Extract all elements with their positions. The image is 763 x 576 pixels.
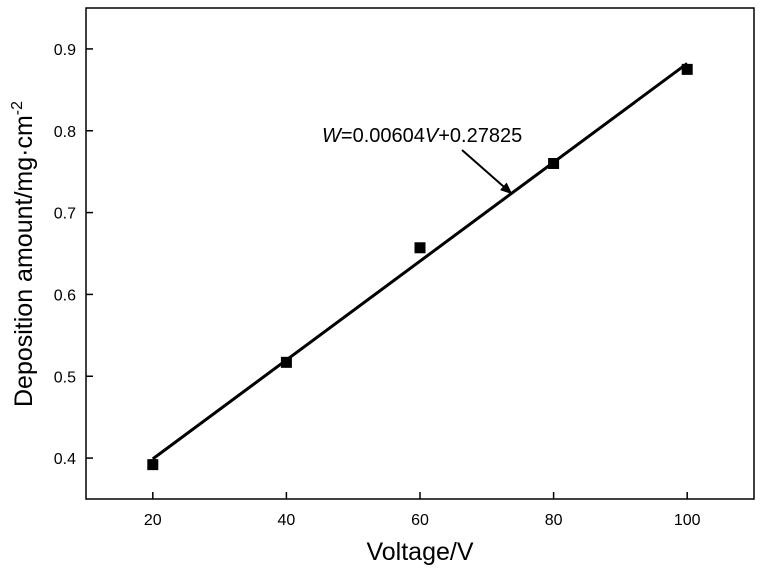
- plot-frame: [85, 7, 755, 500]
- x-tick-label: 20: [144, 512, 162, 529]
- equation-label: W=0.00604V+0.27825: [322, 125, 522, 147]
- equation-part: W: [322, 125, 343, 147]
- data-points: [147, 63, 693, 471]
- y-axis-ticks: 0.4 0.5 0.6 0.7 0.8 0.9: [54, 42, 93, 468]
- x-tick-label: 60: [411, 512, 429, 529]
- x-axis-title: Voltage/V: [366, 538, 473, 566]
- y-tick-label: 0.5: [54, 369, 76, 386]
- y-tick-label: 0.7: [54, 206, 76, 223]
- fit-line: [151, 62, 689, 461]
- x-axis-ticks: 20 40 60 80 100: [144, 492, 701, 529]
- data-point: [414, 242, 426, 254]
- data-point: [280, 356, 292, 368]
- fit-line-group: [151, 62, 689, 461]
- x-tick-label: 40: [278, 512, 296, 529]
- equation-part: +0.27825: [438, 125, 522, 147]
- equation-part: V: [425, 125, 440, 147]
- data-point: [681, 63, 693, 75]
- y-axis-title-main: Deposition amount/mg·cm: [10, 115, 38, 407]
- data-point: [548, 157, 560, 169]
- y-tick-label: 0.9: [54, 42, 76, 59]
- y-tick-label: 0.8: [54, 124, 76, 141]
- y-tick-label: 0.6: [54, 287, 76, 304]
- equation-part: =0.00604: [341, 125, 425, 147]
- data-point: [147, 459, 159, 471]
- y-axis-title: Deposition amount/mg·cm-2: [9, 101, 38, 407]
- y-axis-title-superscript: -2: [9, 101, 26, 115]
- annotation-group: W=0.00604V+0.27825: [322, 125, 522, 195]
- x-tick-label: 80: [545, 512, 563, 529]
- x-tick-label: 100: [674, 512, 701, 529]
- annotation-arrow: [461, 149, 513, 195]
- y-tick-label: 0.4: [54, 451, 76, 468]
